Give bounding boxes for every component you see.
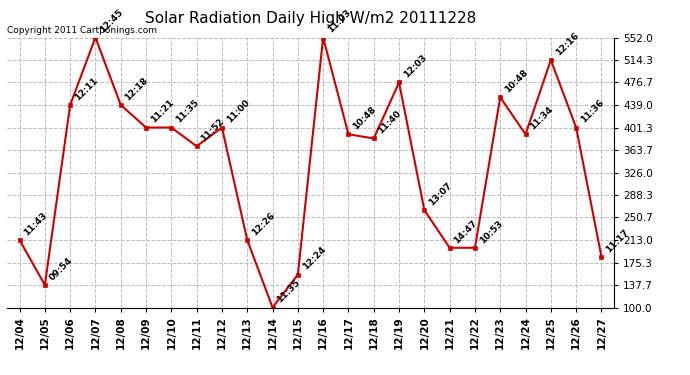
Text: 12:16: 12:16 [553, 31, 580, 57]
Text: Copyright 2011 Cartponings.com: Copyright 2011 Cartponings.com [7, 26, 157, 35]
Text: 11:35: 11:35 [275, 278, 302, 305]
Text: 12:24: 12:24 [301, 245, 327, 272]
Text: 10:48: 10:48 [351, 105, 378, 132]
Text: 10:53: 10:53 [477, 219, 504, 245]
Text: 12:03: 12:03 [402, 53, 428, 80]
Text: 11:40: 11:40 [377, 109, 403, 136]
Text: 12:45: 12:45 [98, 8, 125, 35]
Text: 11:36: 11:36 [579, 98, 606, 125]
Text: 09:54: 09:54 [48, 255, 75, 282]
Text: 10:48: 10:48 [503, 68, 530, 94]
Text: 13:07: 13:07 [427, 181, 454, 207]
Text: 12:26: 12:26 [250, 211, 277, 237]
Text: 11:34: 11:34 [529, 105, 555, 132]
Text: 11:17: 11:17 [604, 227, 631, 254]
Text: 11:52: 11:52 [199, 117, 226, 144]
Text: 11:21: 11:21 [149, 98, 175, 125]
Text: 11:00: 11:00 [225, 98, 251, 125]
Text: Solar Radiation Daily High W/m2 20111228: Solar Radiation Daily High W/m2 20111228 [145, 11, 476, 26]
Text: 14:47: 14:47 [453, 218, 480, 245]
Text: 12:18: 12:18 [124, 76, 150, 102]
Text: 11:43: 11:43 [22, 210, 49, 237]
Text: 12:11: 12:11 [73, 76, 99, 102]
Text: 11:03: 11:03 [326, 8, 353, 35]
Text: 11:35: 11:35 [174, 98, 201, 125]
